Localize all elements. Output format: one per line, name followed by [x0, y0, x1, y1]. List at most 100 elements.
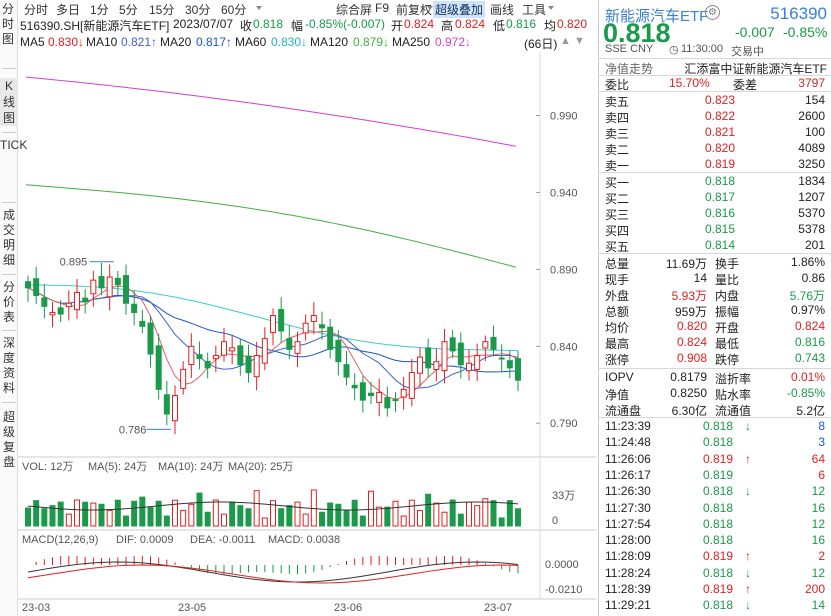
stat-label: 贴水率 — [715, 388, 752, 402]
days-selector[interactable]: (66日) — [524, 37, 558, 51]
fund-code: 516390 — [770, 4, 827, 23]
high-label: 高 — [441, 19, 454, 33]
ma250-label: MA250 — [392, 35, 431, 49]
left-nav: 分时图 K线图 TICK 成交明细 分价表 深度资料 超级复盘 — [0, 0, 28, 616]
ask-row: 卖一 0.819 3250 — [599, 156, 831, 173]
symbol-label: 516390.SH[新能源汽车ETF] — [20, 19, 170, 33]
period-1min[interactable]: 1分 — [90, 3, 109, 17]
stat-value: 0.97% — [790, 303, 825, 317]
stat-value: 0.816 — [794, 335, 825, 349]
nav-intraday[interactable]: 分时图 — [1, 2, 14, 46]
candle-body — [466, 362, 472, 372]
nav-replay[interactable]: 超级复盘 — [2, 410, 15, 469]
bid-label: 买二 — [605, 192, 630, 206]
weicha-label: 委差 — [733, 78, 758, 92]
high-value: 0.824 — [455, 17, 486, 31]
tick-price: 0.818 — [703, 533, 734, 548]
volume-bar — [294, 501, 301, 527]
tool-overlay[interactable]: 超级叠加 — [433, 1, 486, 18]
tick-volume: 16 — [811, 533, 825, 548]
nav-trade-detail[interactable]: 成交明细 — [2, 208, 15, 267]
tick-row: 11:27:30 0.818 16 — [599, 500, 831, 516]
tool-f9[interactable]: F9 — [375, 1, 390, 15]
ma120-value: 0.879↓ — [353, 35, 390, 49]
chevron-down-icon[interactable] — [548, 6, 554, 10]
stat-value: 0.824 — [794, 319, 825, 333]
volume-bar — [204, 511, 211, 527]
volume-bar — [188, 503, 195, 527]
candle-body — [368, 392, 374, 397]
nav-trend-link[interactable]: 净值走势 — [605, 62, 654, 76]
tick-price: 0.818 — [703, 419, 734, 433]
ask-volume: 3250 — [798, 157, 825, 171]
chevron-down-icon[interactable] — [256, 6, 262, 10]
volume-bar — [139, 496, 146, 527]
tick-row: 11:24:48 0.818 3 — [599, 434, 831, 450]
volume-bar — [433, 502, 440, 527]
volume-bar — [163, 515, 170, 527]
volume-bar — [319, 511, 325, 527]
tick-volume: 8 — [818, 419, 825, 433]
candle-body — [57, 307, 64, 315]
stat-row: IOPV 0.8179 溢折率 0.01% — [599, 369, 831, 386]
stat-row: 均价 0.820 开盘 0.824 — [599, 318, 831, 335]
bid-volume: 1207 — [798, 190, 825, 204]
ask-price: 0.822 — [705, 109, 736, 123]
tick-row: 11:23:39 0.818 8 ↓ — [599, 418, 831, 434]
nav-kline[interactable]: K线图 — [0, 78, 18, 126]
volume-bar — [147, 506, 154, 527]
tick-volume: 12 — [811, 516, 825, 531]
settings-icon[interactable]: ⚙ — [705, 5, 720, 20]
vol-ma-line — [27, 501, 519, 511]
volume-bar — [106, 509, 113, 527]
ma5-label: MA5 — [20, 35, 45, 49]
tool-draw[interactable]: 画线 — [490, 3, 515, 17]
down-triangle-icon[interactable]: ▼ — [574, 35, 585, 47]
stat-value: 0.908 — [676, 351, 707, 365]
volume-bar — [474, 505, 481, 527]
candle-body — [417, 356, 423, 374]
candle-body — [90, 279, 97, 295]
period-30min[interactable]: 30分 — [185, 3, 211, 17]
nav-tick[interactable]: TICK — [0, 138, 28, 152]
kline-chart-area[interactable]: 0.990 0.940 0.890 0.840 0.790 0.895 0.786 VOL: … — [18, 52, 596, 616]
tick-row: 11:26:30 0.818 12 ↓ — [599, 483, 831, 499]
period-60min[interactable]: 60分 — [221, 3, 247, 17]
volume-bar — [278, 508, 285, 527]
period-multiday[interactable]: 多日 — [56, 3, 81, 17]
tool-fq[interactable]: 前复权 — [396, 3, 433, 17]
tool-tools[interactable]: 工具 — [522, 3, 547, 17]
candle-body — [106, 276, 113, 298]
nav-price-table[interactable]: 分价表 — [2, 280, 15, 324]
up-triangle-icon[interactable]: ▲ — [560, 35, 571, 47]
volume-bar — [449, 499, 456, 527]
candle-body — [474, 355, 481, 371]
stat-value: 14 — [693, 271, 707, 285]
nav-depth[interactable]: 深度资料 — [2, 336, 15, 395]
up-arrow-icon: ↑ — [745, 451, 751, 466]
close-label: 收 — [240, 19, 253, 33]
stat-value: -0.85% — [786, 386, 825, 400]
chevron-down-icon[interactable] — [427, 6, 433, 10]
stat-value: 0.824 — [676, 335, 707, 349]
ma120-label: MA120 — [310, 35, 349, 49]
tool-composite-screen[interactable]: 综合屏 — [336, 3, 373, 17]
volume-bar — [65, 513, 72, 527]
period-intraday[interactable]: 分时 — [24, 3, 49, 17]
bid-row: 买二 0.817 1207 — [599, 189, 831, 206]
volume-bar — [74, 499, 80, 527]
ma60-value: 0.830↓ — [271, 35, 308, 49]
volume-bar — [237, 505, 244, 527]
bid-price: 0.816 — [705, 206, 736, 220]
candle-body — [245, 355, 252, 373]
period-15min[interactable]: 15分 — [149, 3, 175, 17]
stat-label: 流通盘 — [605, 404, 642, 418]
info-line: 516390.SH[新能源汽车ETF] 2023/07/07 收 0.818 幅… — [18, 17, 590, 33]
stat-label: 溢折率 — [715, 372, 752, 386]
volume-bar — [335, 503, 342, 527]
tick-row: 11:26:17 0.819 6 — [599, 467, 831, 483]
period-5min[interactable]: 5分 — [119, 3, 138, 17]
low-label: 低 — [493, 19, 506, 33]
tick-price: 0.819 — [703, 451, 734, 466]
tick-volume: 6 — [818, 467, 825, 482]
